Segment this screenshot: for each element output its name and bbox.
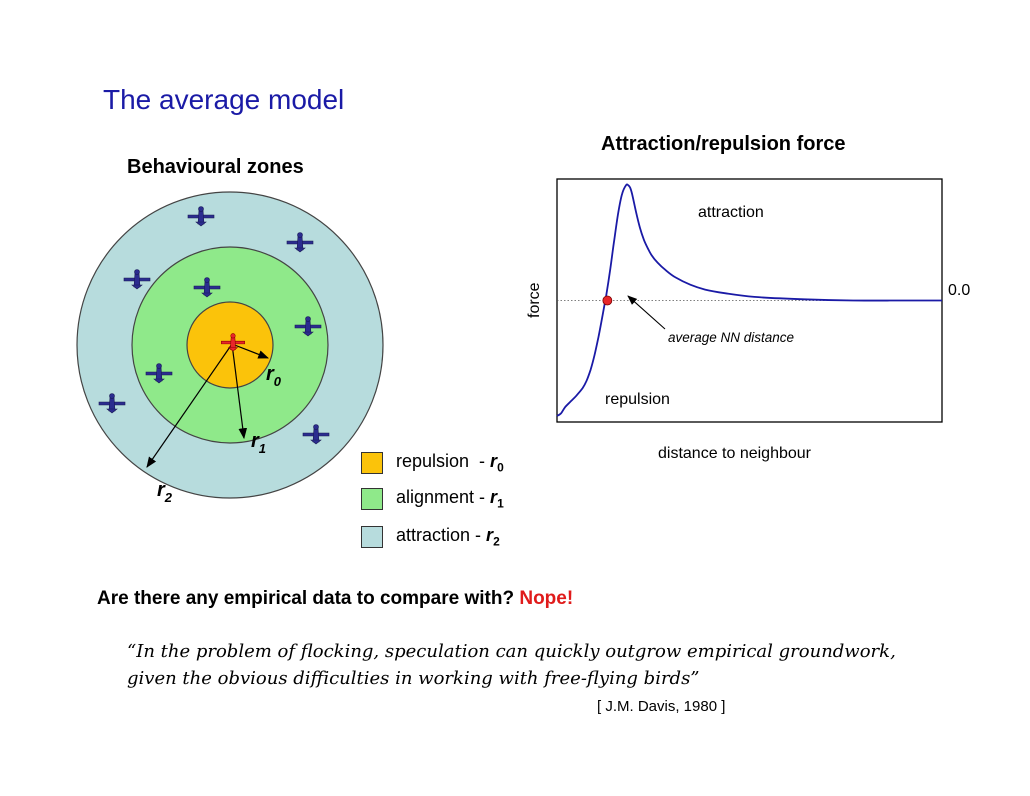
nn-distance-arrow [627, 295, 666, 330]
force-chart-title: Attraction/repulsion force [601, 133, 846, 155]
r1-arrow [231, 343, 248, 440]
question-text: Are there any empirical data to compare … [97, 588, 574, 609]
quote-text: “In the problem of flocking, speculation… [127, 641, 896, 689]
force-chart: attraction repulsion average NN distance… [526, 178, 970, 462]
r0-arrow [231, 343, 270, 359]
legend-item-alignment: alignment - r1 [361, 486, 504, 512]
page-title: The average model [103, 84, 345, 115]
legend-swatch-alignment [361, 488, 383, 510]
legend-swatch-repulsion [361, 452, 383, 474]
repulsion-annotation: repulsion [605, 391, 670, 408]
attraction-annotation: attraction [698, 204, 764, 221]
legend-swatch-attraction [361, 526, 383, 548]
legend-label-alignment: alignment - r1 [396, 487, 504, 511]
quote-citation: [ J.M. Davis, 1980 ] [597, 698, 726, 715]
zones-heading: Behavioural zones [127, 156, 304, 178]
average-nn-distance-point [602, 295, 613, 306]
y-axis-label: force [526, 282, 543, 318]
r2-label: r2 [157, 479, 173, 505]
question-answer: Nope! [519, 588, 574, 609]
r0-label: r0 [266, 363, 282, 389]
behavioural-zones-diagram: r0 r1 r2 [76, 191, 384, 505]
r1-label: r1 [251, 430, 266, 456]
legend-label-repulsion: repulsion - r0 [396, 451, 504, 475]
force-curve [556, 183, 942, 417]
x-axis-label: distance to neighbour [658, 445, 812, 462]
legend-item-repulsion: repulsion - r0 [361, 450, 504, 476]
legend-item-attraction: attraction - r2 [361, 524, 500, 550]
r2-arrow [146, 343, 233, 468]
legend-label-attraction: attraction - r2 [396, 525, 500, 549]
repulsion-zone [186, 301, 274, 389]
zero-tick-label: 0.0 [948, 282, 970, 299]
nn-distance-annotation: average NN distance [668, 330, 794, 345]
